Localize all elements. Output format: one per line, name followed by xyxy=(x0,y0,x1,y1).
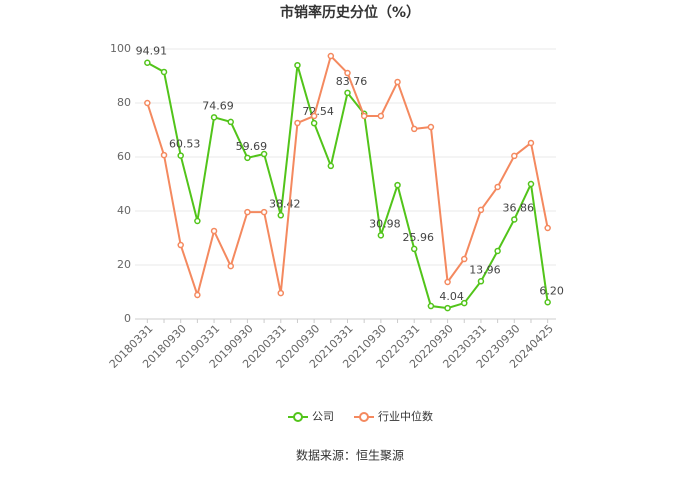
point xyxy=(210,114,218,121)
legend-marker xyxy=(293,412,303,422)
data-label: 30.98 xyxy=(369,217,401,230)
point xyxy=(277,289,285,297)
point xyxy=(427,123,435,131)
point xyxy=(327,52,335,60)
point xyxy=(477,206,485,214)
point xyxy=(377,112,385,120)
point xyxy=(194,217,201,225)
point xyxy=(344,89,351,97)
point xyxy=(210,227,218,235)
point xyxy=(511,152,518,160)
data-label: 72.54 xyxy=(302,105,334,118)
point xyxy=(177,241,184,249)
y-tick-label: 60 xyxy=(117,150,131,163)
point xyxy=(277,212,285,219)
source: 数据来源：恒生聚源 xyxy=(296,448,404,463)
point xyxy=(327,162,335,170)
data-label: 36.86 xyxy=(503,201,535,214)
point xyxy=(344,69,351,77)
point xyxy=(244,154,251,162)
point xyxy=(360,112,368,120)
data-label: 6.20 xyxy=(539,284,564,297)
y-tick-label: 80 xyxy=(117,96,131,109)
data-label: 59.69 xyxy=(236,140,268,153)
point xyxy=(144,59,151,66)
point xyxy=(527,139,535,147)
point xyxy=(444,278,451,286)
point xyxy=(227,118,234,126)
point xyxy=(461,299,468,307)
point xyxy=(294,61,301,69)
data-label: 74.69 xyxy=(202,99,234,112)
point xyxy=(144,99,151,107)
point xyxy=(394,78,401,86)
data-label: 94.91 xyxy=(136,45,168,58)
point xyxy=(527,180,535,188)
point xyxy=(244,208,251,216)
point xyxy=(427,302,435,310)
point xyxy=(260,150,268,158)
point xyxy=(544,224,551,232)
y-tick-label: 100 xyxy=(110,42,131,55)
y-tick-label: 40 xyxy=(117,204,131,217)
point xyxy=(377,232,385,239)
data-label: 38.42 xyxy=(269,197,301,210)
chart-title: 市销率历史分位（%） xyxy=(280,4,420,21)
point xyxy=(194,291,201,299)
data-label: 13.96 xyxy=(469,263,501,276)
point xyxy=(294,119,301,127)
data-label: 25.96 xyxy=(402,231,434,244)
point xyxy=(160,68,168,76)
legend-label: 公司 xyxy=(312,410,334,423)
point xyxy=(477,278,485,285)
point xyxy=(410,245,418,253)
data-label: 4.04 xyxy=(439,290,464,303)
point xyxy=(394,181,401,189)
point xyxy=(177,152,184,159)
point xyxy=(511,216,518,223)
point xyxy=(444,304,451,312)
point xyxy=(410,125,418,133)
y-tick-label: 0 xyxy=(124,312,131,325)
y-tick-label: 20 xyxy=(117,258,131,271)
point xyxy=(461,255,468,263)
point xyxy=(544,299,551,306)
point xyxy=(310,119,318,127)
point xyxy=(260,208,268,216)
legend-label: 行业中位数 xyxy=(378,409,433,423)
legend-marker xyxy=(359,412,369,422)
point xyxy=(494,247,501,255)
point xyxy=(227,262,234,270)
point xyxy=(160,151,168,159)
data-label: 60.53 xyxy=(169,138,201,151)
point xyxy=(310,112,318,120)
point xyxy=(494,183,501,191)
